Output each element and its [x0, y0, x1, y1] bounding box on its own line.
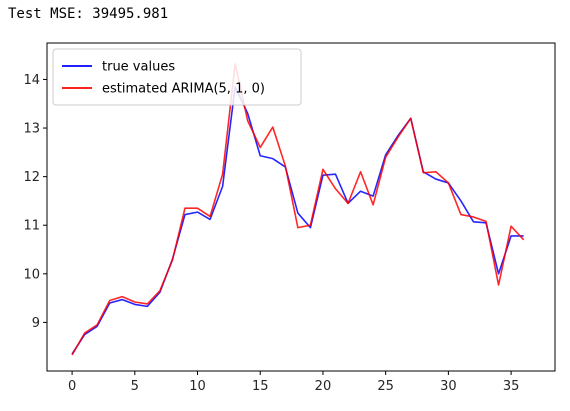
y-tick-label: 13 — [23, 122, 40, 137]
series-line-estimated — [71, 63, 525, 356]
y-tick-label: 11 — [23, 219, 40, 234]
y-tick-label: 10 — [23, 267, 40, 282]
x-tick-label: 15 — [252, 379, 269, 394]
x-tick-label: 20 — [315, 379, 332, 394]
x-axis: 0 5 10 15 20 25 30 35 — [68, 371, 519, 394]
x-tick-label: 0 — [68, 379, 76, 394]
legend: true values estimated ARIMA(5, 1, 0) — [52, 48, 302, 106]
y-tick-label: 9 — [32, 316, 40, 331]
y-tick-label: 12 — [23, 170, 40, 185]
x-tick-label: 35 — [503, 379, 520, 394]
plot-frame — [46, 42, 556, 372]
y-tick-label: 14 — [23, 73, 40, 88]
stdout-mse-text: Test MSE: 39495.981 — [8, 6, 169, 22]
y-axis: 9 10 11 12 13 14 — [23, 73, 47, 331]
chart-marks — [71, 63, 525, 356]
x-tick-label: 25 — [377, 379, 394, 394]
series-line-true-values — [71, 85, 524, 355]
x-tick-label: 5 — [131, 379, 139, 394]
legend-box — [52, 48, 302, 106]
legend-label: true values — [102, 60, 175, 75]
legend-label: estimated ARIMA(5, 1, 0) — [102, 82, 265, 97]
x-tick-label: 10 — [189, 379, 206, 394]
x-tick-label: 30 — [440, 379, 457, 394]
